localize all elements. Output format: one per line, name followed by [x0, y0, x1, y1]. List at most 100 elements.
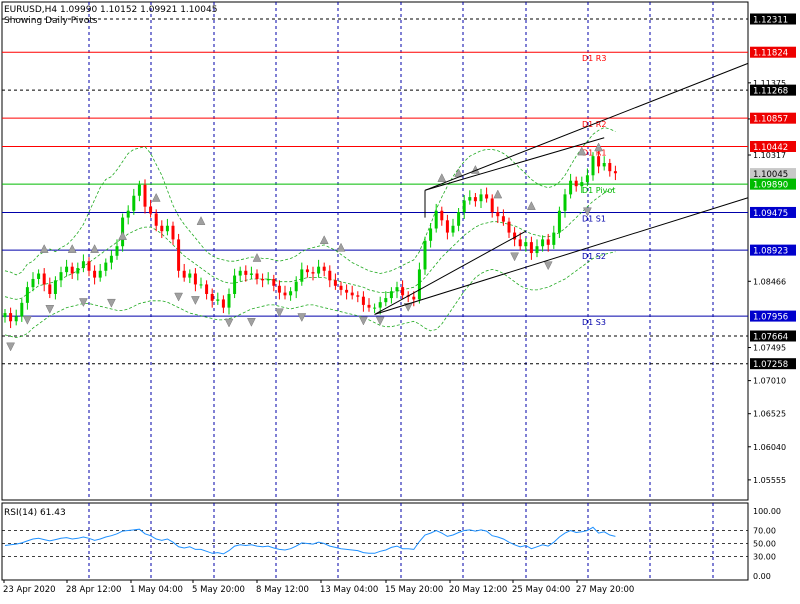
x-tick-label: 5 May 20:00 [192, 585, 245, 595]
fractal-down-marker [6, 342, 16, 352]
candle-body [289, 291, 293, 296]
candle-body [541, 239, 545, 247]
fractal-up-marker [577, 146, 587, 156]
candle-body [412, 296, 416, 300]
price-badge-label: 1.07664 [753, 333, 788, 343]
price-badge [750, 310, 796, 322]
candle-body [580, 182, 584, 187]
candle-body [93, 270, 97, 278]
candle-body [300, 269, 304, 282]
channel-segment [374, 230, 527, 315]
y-tick-label: 1.07010 [753, 377, 786, 386]
y-tick-label: 1.05555 [753, 476, 786, 485]
fractal-down-marker [106, 298, 116, 308]
candle-body [496, 212, 500, 217]
candle-body [182, 270, 186, 278]
fractal-down-marker [510, 252, 520, 262]
candle-body [25, 287, 29, 303]
channel-segment [424, 137, 605, 191]
price-badge-label: 1.10045 [753, 170, 788, 180]
candle-body [485, 194, 489, 199]
candle-body [227, 293, 231, 308]
rsi-tick-label: 100.00 [753, 507, 781, 516]
candle-body [333, 280, 337, 286]
candle-body [81, 261, 85, 269]
candle-body [177, 239, 181, 271]
candle-body [423, 240, 427, 270]
candle-body [126, 210, 130, 218]
candle-body [20, 302, 24, 317]
candle-body [132, 195, 136, 211]
candle-body [457, 212, 461, 226]
lower-band [4, 251, 616, 339]
fractal-up-marker [39, 244, 49, 253]
fractal-down-marker [246, 318, 256, 327]
pivot-label: D1 R2 [582, 120, 606, 129]
candle-body [608, 162, 612, 172]
candle-body [98, 270, 102, 278]
fractal-down-marker [174, 292, 184, 302]
candle-body [552, 232, 556, 245]
fractal-up-marker [118, 231, 128, 240]
price-badge-label: 1.09475 [753, 209, 788, 219]
price-badge [750, 206, 796, 218]
candle-body [266, 278, 270, 281]
price-badge-label: 1.10857 [753, 115, 788, 125]
rsi-line [4, 526, 616, 555]
candle-body [42, 273, 46, 285]
price-badge-label: 1.11268 [753, 87, 788, 97]
candle-body [188, 273, 192, 278]
candle-body [401, 287, 405, 296]
x-tick-label: 27 May 20:00 [576, 585, 634, 595]
price-badge [750, 84, 796, 96]
price-badge [750, 178, 796, 190]
fractal-down-marker [274, 308, 284, 318]
candle-body [104, 262, 108, 271]
candle-body [70, 266, 74, 274]
candle-body [277, 285, 281, 293]
fractal-down-marker [224, 318, 234, 328]
price-badge [750, 46, 796, 58]
candle-body [518, 239, 522, 247]
candle-body [361, 296, 365, 305]
fractal-up-marker [526, 201, 536, 210]
candle-body [395, 287, 399, 292]
candle-body [233, 275, 237, 294]
rsi-panel-frame [1, 502, 749, 581]
candle-body [171, 225, 175, 240]
candle-body [14, 316, 18, 322]
candle-body [417, 269, 421, 300]
x-tick-label: 20 May 12:00 [449, 585, 507, 595]
candle-body [585, 175, 589, 183]
candle-body [255, 273, 259, 279]
x-tick-label: 13 May 04:00 [320, 585, 378, 595]
candle-body [3, 313, 7, 318]
candle-body [9, 313, 13, 322]
candle-body [524, 242, 528, 247]
rsi-tick-label: 50.00 [753, 540, 776, 549]
fractal-down-marker [297, 313, 307, 323]
channel-ray [374, 197, 749, 315]
candle-body [322, 266, 326, 271]
candle-body [59, 272, 63, 281]
y-tick-label: 1.10317 [753, 151, 786, 160]
candle-body [451, 225, 455, 233]
pivot-label: D1 R3 [582, 54, 606, 63]
candle-body [109, 255, 113, 263]
fractal-up-marker [90, 244, 100, 253]
x-tick-label: 25 May 04:00 [512, 585, 570, 595]
price-badge-label: 1.09890 [753, 181, 788, 191]
candle-body [272, 278, 276, 286]
fractal-up-marker [437, 173, 447, 182]
price-badge-label: 1.07258 [753, 360, 788, 370]
candle-body [602, 162, 606, 167]
candle-body [535, 246, 539, 254]
candle-body [501, 216, 505, 222]
candle-body [429, 228, 433, 241]
candle-body [149, 206, 153, 214]
price-badge [750, 358, 796, 370]
channel-ray [424, 62, 749, 191]
candle-body [87, 261, 91, 271]
price-badge [750, 168, 796, 180]
fractal-up-marker [594, 142, 604, 152]
